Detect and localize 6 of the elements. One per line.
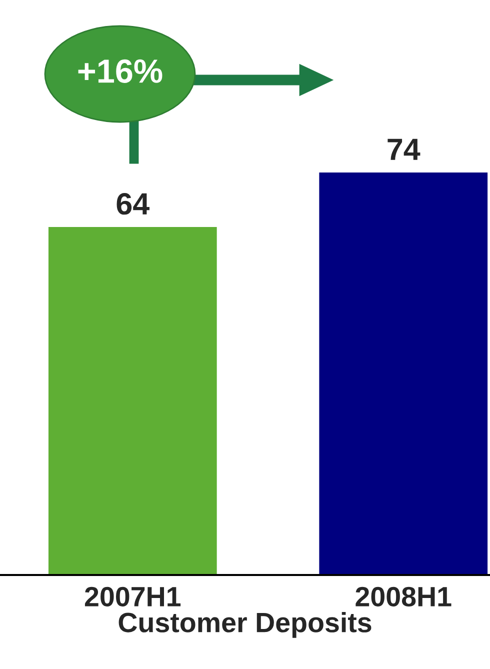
data-label: 64 [116,193,150,215]
data-label: 74 [388,138,420,160]
x-tick-label: 2008H1 [356,586,452,607]
text: +16% [78,59,162,83]
x-axis-title: Customer Deposits [118,612,372,638]
x-tick-label: 2007H1 [84,586,181,607]
